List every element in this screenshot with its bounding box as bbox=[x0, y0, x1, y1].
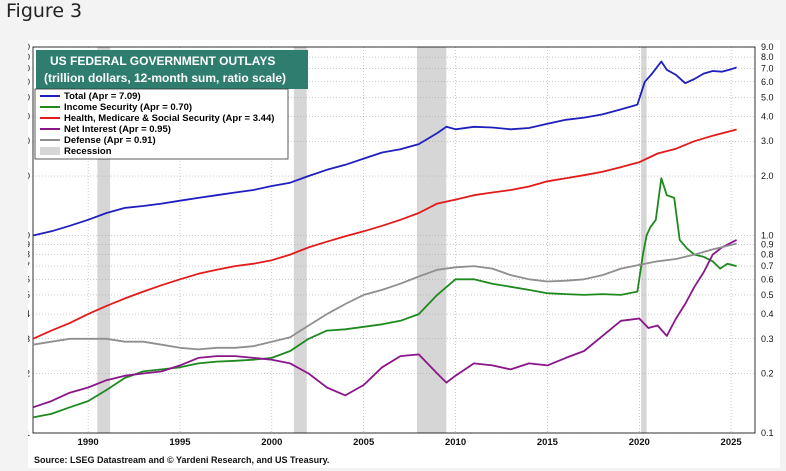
legend-income-security: Income Security (Apr = 0.70) bbox=[64, 102, 192, 113]
y-tick-right: 8.0 bbox=[761, 52, 774, 62]
y-tick-left: 1.0 bbox=[28, 230, 30, 240]
y-tick-right: 0.2 bbox=[761, 369, 774, 379]
y-tick-right: 0.8 bbox=[761, 250, 774, 260]
y-tick-left: 0.4 bbox=[28, 309, 30, 319]
y-tick-left: 2.0 bbox=[28, 171, 30, 181]
x-tick: 2025 bbox=[721, 437, 743, 448]
x-tick: 2010 bbox=[445, 437, 466, 448]
y-tick-right: 5.0 bbox=[761, 92, 774, 102]
y-tick-right: 3.0 bbox=[761, 136, 774, 146]
legend: Total (Apr = 7.09) Income Security (Apr … bbox=[34, 88, 289, 160]
series-line-health-medicare-social-security bbox=[32, 128, 737, 340]
y-tick-right: 7.0 bbox=[761, 64, 774, 74]
legend-defense: Defense (Apr = 0.91) bbox=[64, 135, 156, 146]
plot-frame bbox=[32, 46, 756, 434]
recession-band-2 bbox=[416, 47, 447, 433]
series-lines bbox=[32, 60, 738, 419]
figure-label: Figure 3 bbox=[6, 0, 83, 22]
y-tick-left: 4.0 bbox=[28, 112, 30, 122]
recession-band-1 bbox=[293, 47, 307, 433]
y-tick-left: 0.6 bbox=[28, 274, 30, 284]
title-box bbox=[36, 50, 308, 89]
y-tick-right: 0.7 bbox=[761, 261, 774, 271]
series-line-net-interest bbox=[32, 239, 738, 409]
legend-net-interest: Net Interest (Apr = 0.95) bbox=[64, 124, 171, 135]
y-tick-right: 0.6 bbox=[761, 274, 774, 284]
x-tick: 1990 bbox=[78, 437, 99, 448]
y-tick-right: 1.0 bbox=[761, 230, 774, 240]
y-tick-left: 3.0 bbox=[28, 136, 30, 146]
x-axis: 1990 1995 2000 2005 2010 2015 2020 2025 bbox=[78, 437, 743, 448]
y-tick-left: 0.9 bbox=[28, 240, 30, 250]
x-tick: 2015 bbox=[537, 437, 559, 448]
legend-box bbox=[34, 88, 289, 160]
y-tick-left: 0.5 bbox=[28, 290, 30, 300]
y-tick-right: 9.0 bbox=[761, 42, 774, 52]
y-tick-left: 6.0 bbox=[28, 77, 30, 87]
legend-total: Total (Apr = 7.09) bbox=[64, 91, 141, 102]
series-line-income-security bbox=[32, 177, 737, 419]
y-tick-left: 0.7 bbox=[28, 261, 30, 271]
y-tick-right: 2.0 bbox=[761, 171, 774, 181]
series-line-total bbox=[32, 60, 737, 237]
y-tick-right: 6.0 bbox=[761, 77, 774, 87]
y-tick-right: 0.5 bbox=[761, 290, 774, 300]
chart-subtitle: (trillion dollars, 12-month sum, ratio s… bbox=[44, 71, 286, 85]
y-tick-left: 0.8 bbox=[28, 250, 30, 260]
x-tick: 1995 bbox=[169, 437, 191, 448]
y-tick-left: 0.3 bbox=[28, 334, 30, 344]
y-tick-left: 0.1 bbox=[28, 428, 30, 438]
source-note: Source: LSEG Datastream and © Yardeni Re… bbox=[34, 455, 329, 465]
y-tick-right: 4.0 bbox=[761, 112, 774, 122]
y-axis-left: 9.08.0 7.0 6.0 5.0 4.0 3.0 2.0 1.00.90.80.7 0.6 0… bbox=[28, 42, 30, 438]
legend-recession: Recession bbox=[64, 146, 112, 157]
legend-health: Health, Medicare & Social Security (Apr … bbox=[64, 113, 274, 124]
x-tick: 2000 bbox=[261, 437, 282, 448]
y-tick-left: 5.0 bbox=[28, 92, 30, 102]
y-tick-right: 0.1 bbox=[761, 428, 774, 438]
series-line-defense bbox=[32, 242, 737, 351]
y-tick-right: 0.9 bbox=[761, 240, 774, 250]
y-tick-right: 0.4 bbox=[761, 309, 774, 319]
chart-panel: 9.0 8.0 7.0 6.0 5.0 4.0 3.0 2.0 1.0 0.9 0.8 0.7 0.6 0… bbox=[28, 40, 780, 468]
chart-title: US FEDERAL GOVERNMENT OUTLAYS bbox=[50, 54, 275, 68]
outlays-chart: 9.08.07.06.05.04.03.02.01.00.90.80.70.60… bbox=[28, 42, 774, 465]
y-tick-left: 7.0 bbox=[28, 64, 30, 74]
y-tick-left: 8.0 bbox=[28, 52, 30, 62]
y-tick-left: 9.0 bbox=[28, 42, 30, 52]
y-axis-right: 9.08.0 7.0 6.0 5.0 4.0 3.0 2.0 1.00.90.80.7 0.6 0… bbox=[761, 42, 774, 438]
recession-band-3 bbox=[641, 47, 647, 433]
x-tick: 2005 bbox=[353, 437, 375, 448]
x-tick: 2020 bbox=[629, 437, 650, 448]
legend-swatch-recession bbox=[40, 147, 60, 155]
y-tick-left: 0.2 bbox=[28, 369, 30, 379]
y-tick-right: 0.3 bbox=[761, 334, 774, 344]
